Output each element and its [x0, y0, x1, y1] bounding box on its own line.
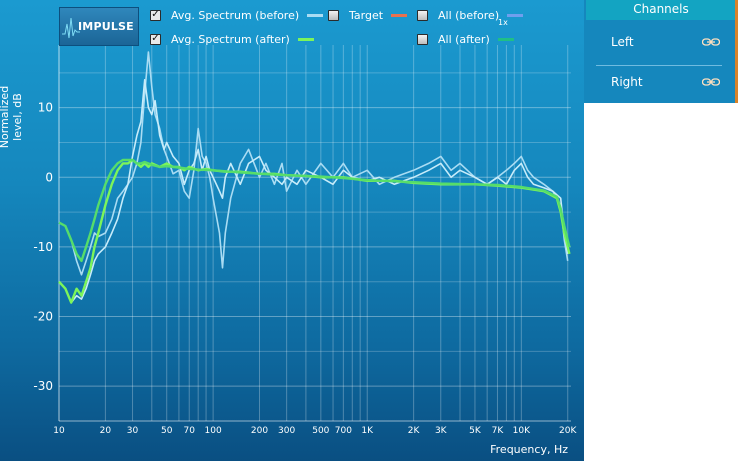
- x-tick-label: 7K: [492, 426, 505, 436]
- channel-left-label: Left: [611, 35, 634, 49]
- impulse-button[interactable]: IMPULSE: [59, 7, 139, 46]
- avg-after-swatch: [297, 37, 314, 41]
- link-icon[interactable]: [702, 38, 720, 46]
- y-tick-label: -20: [33, 310, 53, 324]
- avg-after-label: Avg. Spectrum (after): [171, 32, 290, 46]
- legend-avg-before[interactable]: ✓ Avg. Spectrum (before): [150, 7, 324, 23]
- x-tick-label: 300: [278, 426, 295, 436]
- series-line: [58, 158, 571, 263]
- target-swatch: [391, 13, 408, 17]
- x-tick-label: 200: [251, 426, 268, 436]
- y-tick-label: -30: [33, 379, 53, 393]
- x-tick-label: 700: [335, 426, 352, 436]
- series-line: [58, 79, 569, 304]
- avg-after-checkbox[interactable]: ✓: [150, 33, 161, 45]
- x-tick-label: 3K: [435, 426, 448, 436]
- y-tick-label: -10: [33, 240, 53, 254]
- x-tick-label: 5K: [469, 426, 482, 436]
- impulse-button-label: IMPULSE: [78, 20, 134, 33]
- x-tick-label: 20: [100, 426, 112, 436]
- spectrum-plot-panel: 10 0 -10 -20 -30 10 20 30 50 70 100 200 300 500 700 1K 2…: [0, 0, 584, 461]
- all-after-checkbox[interactable]: [417, 33, 428, 45]
- all-after-label: All (after): [438, 32, 490, 46]
- target-checkbox[interactable]: [328, 9, 339, 21]
- all-before-label: All (before): [438, 8, 500, 22]
- channels-header: Channels: [586, 0, 736, 20]
- x-tick-label: 500: [312, 426, 329, 436]
- y-axis-title: Normalized level, dB: [0, 85, 24, 149]
- legend-all-before[interactable]: All (before): [417, 7, 524, 23]
- channel-item-right[interactable]: Right: [584, 67, 732, 97]
- all-after-swatch: [497, 37, 514, 41]
- x-tick-label: 10: [53, 426, 65, 436]
- all-before-swatch: [507, 13, 524, 17]
- legend-avg-after[interactable]: ✓ Avg. Spectrum (after): [150, 31, 314, 47]
- y-tick-label: 0: [45, 170, 53, 184]
- avg-before-label: Avg. Spectrum (before): [171, 8, 300, 22]
- multiplier-badge: 1x: [498, 18, 508, 27]
- x-tick-label: 100: [205, 426, 222, 436]
- link-icon[interactable]: [702, 78, 720, 86]
- x-tick-label: 50: [161, 426, 173, 436]
- avg-before-swatch: [307, 13, 324, 17]
- x-tick-label: 30: [127, 426, 139, 436]
- channels-panel: Channels Left Right: [584, 0, 738, 103]
- legend-all-after[interactable]: All (after): [417, 31, 514, 47]
- channel-right-label: Right: [611, 75, 643, 89]
- x-tick-label: 10K: [513, 426, 531, 436]
- x-tick-label: 1K: [361, 426, 374, 436]
- channels-divider: [596, 65, 722, 66]
- legend-target[interactable]: Target: [328, 7, 408, 23]
- impulse-wave-icon: [62, 17, 80, 39]
- y-tick-label: 10: [38, 101, 53, 115]
- avg-before-checkbox[interactable]: ✓: [150, 9, 161, 21]
- x-axis-title: Frequency, Hz: [490, 443, 568, 456]
- all-before-checkbox[interactable]: [417, 9, 428, 21]
- target-label: Target: [349, 8, 384, 22]
- x-tick-label: 20K: [559, 426, 577, 436]
- x-tick-label: 2K: [408, 426, 421, 436]
- channel-item-left[interactable]: Left: [584, 27, 732, 57]
- x-tick-label: 70: [184, 426, 196, 436]
- channels-accent-bar: [735, 0, 738, 103]
